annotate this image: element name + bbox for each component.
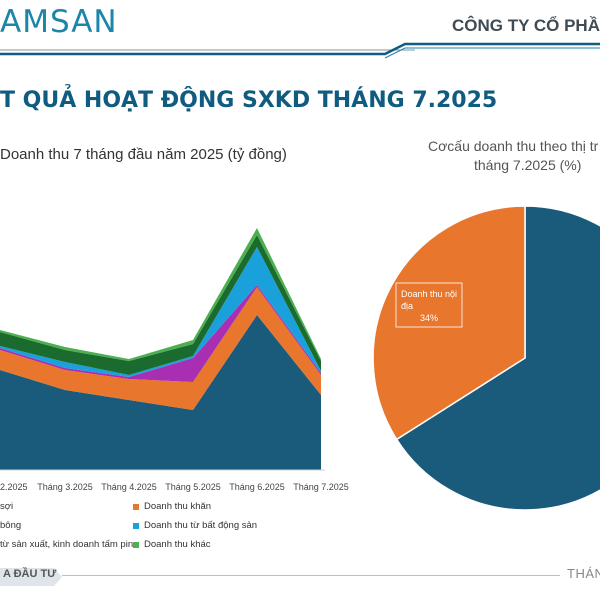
pie-label-line2: địa [401,301,413,311]
pie-slice-0 [395,205,600,511]
page-title: T QUẢ HOẠT ĐỘNG SXKD THÁNG 7.2025 [0,88,498,113]
header-divider [0,42,600,59]
area-series-2 [0,285,321,382]
pie-chart-title-line2: tháng 7.2025 (%) [474,157,582,173]
legend-item-soi: sợi [0,501,13,512]
pie-chart-title-line1: Cơcấu doanh thu theo thị tr [428,138,599,154]
x-tick-label: Tháng 4.2025 [101,482,157,492]
footer-divider [62,575,560,576]
pie-slices [372,205,600,511]
legend-swatch [133,541,139,548]
x-tick-label: Tháng 5.2025 [165,482,221,492]
legend-item-bat-dong-san: Doanh thu từ bất động sản [133,520,257,531]
header-accent-line-secondary [384,47,600,59]
footer-right-label: THÁNG [567,566,600,581]
area-chart-subtitle: Doanh thu 7 tháng đầu năm 2025 (tỷ đồng) [0,146,287,163]
pie-label-box: Doanh thu nội địa 34% [395,282,463,328]
legend-item-khac: Doanh thu khác [133,539,211,550]
company-logo: AMSAN [0,4,118,40]
x-tick-label: 2.2025 [0,482,28,492]
area-series-4 [0,235,321,375]
legend-swatch [133,503,139,510]
legend-item-bong: bông [0,520,21,531]
area-x-axis: 2.2025 Tháng 3.2025 Tháng 4.2025 Tháng 5.20… [0,482,349,492]
area-series-3 [0,247,321,377]
pie-label-box-bg [395,282,463,328]
footer-tab [0,568,62,586]
legend-swatch [133,522,139,529]
legend-label: từ sản xuất, kinh doanh tấm pin [0,539,134,550]
area-series-1 [0,287,321,410]
footer-left-label: A ĐẦU TƯ [3,568,57,580]
company-name: CÔNG TY CỔ PHẦN [452,16,600,35]
legend-label: bông [0,520,22,531]
x-tick-label: Tháng 3.2025 [37,482,93,492]
x-tick-label: Tháng 6.2025 [229,482,285,492]
legend-label: sợi [0,501,14,512]
legend-item-tam-pin: từ sản xuất, kinh doanh tấm pin [0,539,133,550]
legend-label: Doanh thu khác [144,539,211,550]
pie-label-line1: Doanh thu nội [401,289,457,299]
header-accent-line [0,42,600,56]
area-series-5 [0,228,321,361]
x-tick-label: Tháng 7.2025 [293,482,349,492]
legend-label: Doanh thu từ bất động sản [144,520,258,531]
area-series-0 [0,315,321,470]
legend-item-khan: Doanh thu khăn [133,501,211,512]
pie-label-value: 34% [420,313,438,323]
legend-label: Doanh thu khăn [144,501,212,512]
area-layers [0,228,325,471]
